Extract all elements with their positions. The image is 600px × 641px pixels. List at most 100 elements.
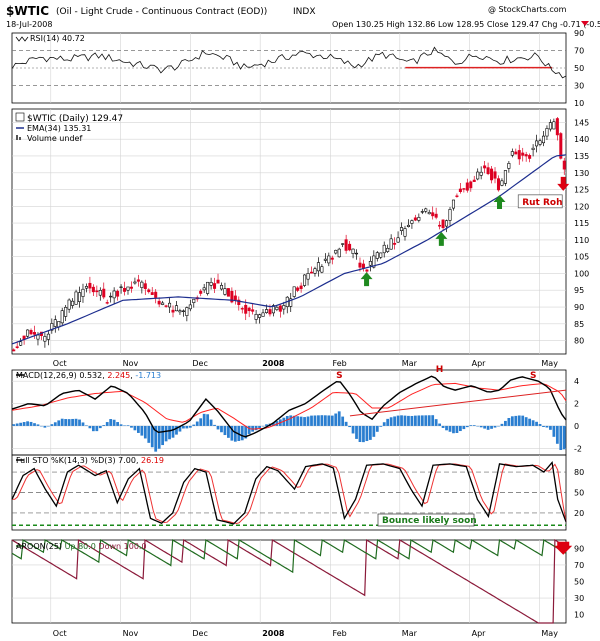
macd-histogram-bar <box>351 425 355 434</box>
macd-histogram-bar <box>78 419 81 426</box>
aroon-legend-part: 100.0 <box>124 542 147 551</box>
candle-legend-icon <box>15 112 25 122</box>
candle-body <box>535 140 539 147</box>
candle-body <box>71 300 75 306</box>
macd-histogram-bar <box>403 415 407 426</box>
candle-body <box>538 140 542 145</box>
exchange-label: INDX <box>293 7 315 17</box>
panel-frame <box>11 539 567 624</box>
candle-body <box>469 181 473 189</box>
candle-body <box>19 341 23 346</box>
high-label: High <box>386 20 404 29</box>
candle-body <box>46 333 50 340</box>
macd-histogram-bar <box>528 418 532 426</box>
candle-body <box>379 252 383 258</box>
candle-body <box>479 171 483 176</box>
down-arrow-icon <box>557 176 570 191</box>
candle-body <box>202 287 206 291</box>
rsi-ytick-label: 70 <box>574 47 584 56</box>
rsi-line <box>11 46 567 79</box>
candle-body <box>476 171 480 180</box>
candle-body <box>289 298 293 307</box>
candle-body <box>334 249 338 254</box>
macd-histogram-bar <box>143 425 147 439</box>
candle-body <box>438 224 442 227</box>
macd-histogram-bar <box>178 425 182 432</box>
candle-body <box>109 295 113 298</box>
candle-body <box>36 334 40 340</box>
macd-histogram-bar <box>462 425 466 430</box>
macd-histogram-bar <box>175 425 178 435</box>
macd-histogram-bar <box>289 415 293 426</box>
candle-body <box>462 188 466 190</box>
ohlc-summary: Open 130.25 High 132.86 Low 128.95 Close… <box>332 20 600 29</box>
candle-body <box>240 308 244 310</box>
candle-body <box>348 243 352 251</box>
candle-body <box>361 263 365 269</box>
macd-histogram-bar <box>355 425 358 439</box>
candle-body <box>12 349 16 352</box>
macd-histogram-bar <box>504 420 507 426</box>
candle-body <box>524 154 528 157</box>
candle-body <box>143 283 147 289</box>
aroon-ytick-label: 50 <box>574 578 584 587</box>
macd-histogram-bar <box>188 425 192 428</box>
macd-histogram-bar <box>549 425 552 430</box>
macd-histogram-bar <box>375 425 379 432</box>
macd-histogram-bar <box>493 425 497 428</box>
macd-histogram-bar <box>500 423 504 426</box>
macd-histogram-bar <box>60 418 64 426</box>
candle-body <box>181 310 185 312</box>
macd-histogram-bar <box>555 425 559 444</box>
sto-legend-part: 26.19 <box>141 456 164 465</box>
volume-legend: Volume undef <box>27 134 82 143</box>
month-label: Mar <box>402 629 418 638</box>
candle-body <box>417 217 421 221</box>
candle-body <box>400 227 404 231</box>
macd-histogram-bar <box>531 420 535 426</box>
candle-body <box>164 305 168 307</box>
candle-body <box>541 135 546 144</box>
macd-histogram-bar <box>438 423 442 426</box>
aroon-ytick-label: 30 <box>574 594 584 603</box>
month-label: Oct <box>53 359 67 368</box>
macd-histogram-bar <box>112 419 116 426</box>
candle-body <box>531 147 535 150</box>
macd-histogram-bar <box>479 425 483 428</box>
macd-histogram-bar <box>40 425 43 427</box>
month-label: Oct <box>53 629 67 638</box>
candle-body <box>341 243 345 245</box>
candle-body <box>95 290 99 293</box>
candle-body <box>206 281 210 294</box>
candle-body <box>244 304 248 314</box>
macd-histogram-bar <box>91 425 95 432</box>
candle-body <box>503 170 507 184</box>
candle-body <box>344 239 348 251</box>
macd-legend-part: -1.713 <box>135 371 161 380</box>
down-triangle-icon <box>581 21 589 26</box>
candle-body <box>150 292 154 295</box>
candle-body <box>521 152 525 156</box>
month-label: 2008 <box>262 359 285 368</box>
aroon-ytick-label: 10 <box>574 611 584 620</box>
candle-body <box>105 302 109 304</box>
macd-histogram-bar <box>164 425 168 442</box>
candle-body <box>330 257 334 260</box>
macd-histogram-bar <box>247 425 251 434</box>
candle-body <box>174 305 178 312</box>
aroon-ytick-label: 70 <box>574 561 584 570</box>
macd-histogram-bar <box>12 424 16 426</box>
candle-body <box>136 279 140 282</box>
candle-body <box>486 167 490 175</box>
macd-histogram-bar <box>223 425 227 436</box>
macd-histogram-bar <box>382 422 386 426</box>
high-value: 132.86 <box>407 20 435 29</box>
candle-body <box>545 128 549 137</box>
candle-body <box>123 287 127 292</box>
macd-histogram-bar <box>285 416 289 426</box>
sto-ytick-label: 80 <box>574 468 584 477</box>
svg-text:Open 130.25 High 132.86 Low: Open 130.25 High 132.86 Low 128.95 Close… <box>332 20 600 29</box>
macd-histogram-bar <box>261 425 265 427</box>
macd-histogram-bar <box>67 419 71 426</box>
macd-histogram-bar <box>517 415 521 426</box>
